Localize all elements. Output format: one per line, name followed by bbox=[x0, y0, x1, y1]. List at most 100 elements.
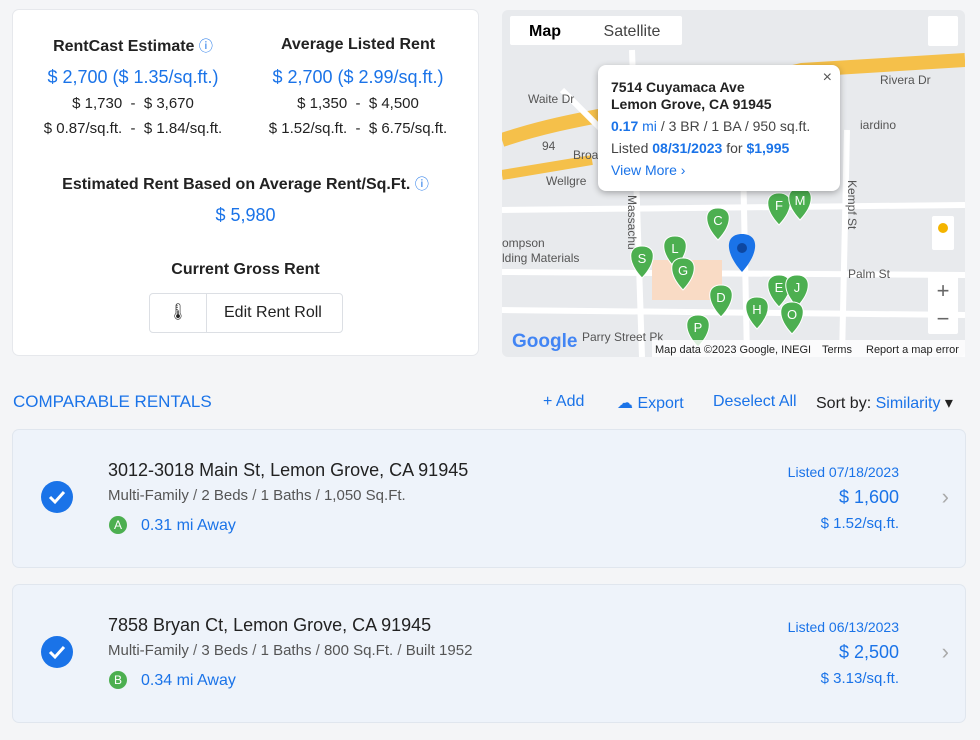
view-more-link[interactable]: View More › bbox=[611, 162, 686, 178]
map-label: lding Materials bbox=[502, 251, 579, 265]
popup-close[interactable]: × bbox=[822, 69, 832, 86]
satellite-tab[interactable]: Satellite bbox=[604, 23, 661, 40]
rentcast-range: $ 1,730 - $ 3,670 bbox=[72, 95, 194, 112]
map-label: iardino bbox=[860, 118, 896, 132]
distance: 0.17 bbox=[611, 118, 639, 134]
listed: Listed 06/13/2023 bbox=[788, 619, 899, 635]
popup-city: Lemon Grove, CA 91945 bbox=[611, 96, 772, 112]
detail: 2 Beds bbox=[189, 487, 248, 504]
map-tab[interactable]: Map bbox=[529, 23, 561, 40]
listed-label: Listed bbox=[787, 464, 826, 480]
detail: 1,050 Sq.Ft. bbox=[311, 487, 405, 504]
google-logo: Google bbox=[512, 331, 577, 352]
detail: 3 Beds bbox=[189, 642, 248, 659]
avg-range: $ 1,350 - $ 4,500 bbox=[297, 95, 419, 112]
price: $1,995 bbox=[746, 140, 790, 156]
deselect-all[interactable]: Deselect All bbox=[713, 393, 797, 410]
map-label: Broa bbox=[573, 148, 599, 162]
listed: Listed 07/18/2023 bbox=[788, 464, 899, 480]
select-checkbox[interactable] bbox=[41, 636, 73, 668]
comp-pin[interactable] bbox=[709, 284, 733, 318]
price: $ 1,600 bbox=[838, 487, 899, 507]
add-text: Add bbox=[555, 393, 585, 410]
property-type: Multi-Family bbox=[108, 642, 189, 659]
fullscreen-button[interactable] bbox=[928, 16, 958, 46]
comparable-card[interactable]: 3012-3018 Main St, Lemon Grove, CA 91945… bbox=[13, 430, 965, 567]
popup-details: 0.17 mi / 3 BR / 1 BA / 950 sq.ft. bbox=[611, 118, 810, 134]
detail: 1 Baths bbox=[248, 487, 311, 504]
gross-label: Current Gross Rent bbox=[171, 261, 320, 278]
listed: Listed bbox=[611, 140, 649, 156]
pin-letter: E bbox=[775, 280, 784, 295]
pin-letter: S bbox=[638, 251, 647, 266]
detail: 1 Baths bbox=[248, 642, 311, 659]
comparable-card[interactable]: 7858 Bryan Ct, Lemon Grove, CA 91945 Mult… bbox=[13, 585, 965, 722]
comp-pin[interactable] bbox=[686, 314, 710, 348]
chevron[interactable]: › bbox=[941, 484, 949, 509]
date: 08/31/2023 bbox=[652, 140, 723, 156]
rent-summary-card: RentCast Estimate ⓘ $ 2,700 ($ 1.35/sq.f… bbox=[13, 10, 478, 355]
comp-pin[interactable] bbox=[706, 207, 730, 241]
map-label: Wellgre bbox=[546, 174, 587, 188]
pin-letter: L bbox=[671, 241, 678, 256]
report-link[interactable]: Report a map error bbox=[866, 344, 959, 356]
estimated-value: $ 5,980 bbox=[215, 205, 276, 225]
property-type: Multi-Family bbox=[108, 487, 189, 504]
export-button[interactable]: ☁ Export bbox=[617, 395, 684, 412]
price: $ 2,500 bbox=[838, 642, 899, 662]
pin-letter: C bbox=[713, 213, 722, 228]
map-label: Massachu bbox=[625, 195, 639, 250]
pin-letter: F bbox=[775, 198, 783, 213]
check-icon bbox=[48, 645, 66, 660]
details: / 3 BR / 1 BA / 950 sq.ft. bbox=[660, 118, 811, 134]
pin-letter: G bbox=[678, 263, 688, 278]
terms-link[interactable]: Terms bbox=[822, 344, 852, 356]
comp-pin[interactable] bbox=[785, 274, 809, 308]
select-checkbox[interactable] bbox=[41, 481, 73, 513]
map-tabs bbox=[510, 16, 682, 45]
map-label: Waite Dr bbox=[528, 92, 574, 106]
rentcast-range-sqft: $ 0.87/sq.ft. - $ 1.84/sq.ft. bbox=[43, 120, 223, 137]
map-label: Palm St bbox=[848, 267, 891, 281]
price-per-sqft: $ 3.13/sq.ft. bbox=[820, 670, 899, 687]
map-label: ompson bbox=[502, 236, 545, 250]
pegman bbox=[938, 223, 948, 233]
zoom-out[interactable]: − bbox=[937, 306, 950, 331]
button-text: Edit Rent Roll bbox=[224, 304, 322, 321]
sort-value: Similarity bbox=[875, 395, 941, 412]
export-text: Export bbox=[637, 395, 684, 412]
avg-label: Average Listed Rent bbox=[280, 36, 436, 53]
label: RentCast Estimate ⓘ bbox=[13, 36, 253, 56]
rentcast-value: $ 2,700 ($ 1.35/sq.ft.) bbox=[47, 67, 219, 87]
comp-pin[interactable] bbox=[671, 257, 695, 291]
listed-date: 07/18/2023 bbox=[828, 464, 899, 480]
detail: 800 Sq.Ft. bbox=[311, 642, 393, 659]
check-icon bbox=[48, 490, 66, 505]
comp-pin[interactable] bbox=[780, 301, 804, 335]
pin-letter: D bbox=[716, 290, 725, 305]
help-icon[interactable]: ⓘ bbox=[414, 176, 429, 192]
section-title: COMPARABLE RENTALS bbox=[13, 392, 212, 411]
chevron[interactable]: › bbox=[941, 639, 949, 664]
comp-pin[interactable] bbox=[630, 245, 654, 279]
add-button[interactable]: + Add bbox=[543, 393, 585, 410]
unit: mi bbox=[642, 118, 657, 134]
comp-pin[interactable] bbox=[745, 296, 769, 330]
edit-rent-roll-button[interactable]: 🌡 Edit Rent Roll bbox=[149, 293, 343, 333]
zoom-controls[interactable] bbox=[928, 274, 958, 334]
avg-range-sqft: $ 1.52/sq.ft. - $ 6.75/sq.ft. bbox=[268, 120, 448, 137]
freeway bbox=[502, 155, 593, 180]
map-popup: 7514 Cuyamaca Ave Lemon Grove, CA 91945 … bbox=[598, 65, 840, 191]
zoom-in[interactable]: + bbox=[937, 278, 950, 303]
details: Multi-Family2 Beds1 Baths1,050 Sq.Ft. bbox=[108, 487, 406, 504]
pin-letter: H bbox=[752, 302, 761, 317]
help-icon[interactable]: ⓘ bbox=[198, 38, 213, 54]
comp-pin[interactable] bbox=[767, 192, 791, 226]
sort[interactable]: Sort by: Similarity ▾ bbox=[816, 395, 953, 412]
listed-label: Listed bbox=[787, 619, 826, 635]
pin-letter: M bbox=[795, 193, 806, 208]
address: 7858 Bryan Ct, Lemon Grove, CA 91945 bbox=[108, 615, 432, 635]
map-attribution: Map data ©2023 Google, INEGI bbox=[655, 344, 811, 356]
price-per-sqft: $ 1.52/sq.ft. bbox=[820, 515, 899, 532]
distance: 0.31 mi Away bbox=[141, 517, 236, 534]
